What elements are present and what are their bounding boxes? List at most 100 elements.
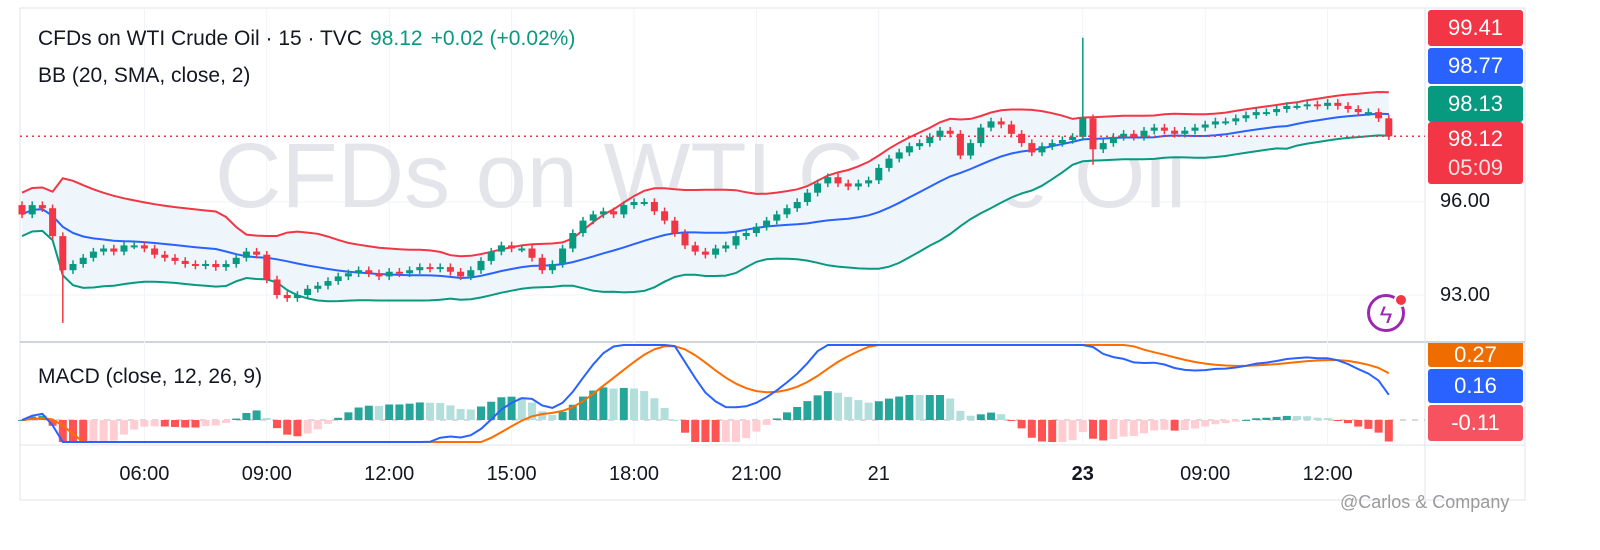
candle: [457, 268, 465, 281]
macd-histogram-bar: [324, 420, 332, 424]
candle: [304, 285, 312, 299]
macd-histogram-bar: [58, 420, 67, 442]
candle: [1130, 130, 1138, 141]
macd-histogram-bar: [579, 396, 587, 420]
candle: [477, 257, 485, 274]
candle-body: [69, 264, 77, 271]
candle: [344, 269, 352, 281]
candle: [620, 201, 628, 219]
macd-histogram-bar: [344, 412, 353, 420]
candle-body: [854, 183, 862, 187]
macd-histogram-bar: [1384, 420, 1393, 442]
candle: [1150, 123, 1158, 135]
macd-histogram-bar: [772, 418, 781, 420]
macd-histogram-bar: [426, 402, 434, 420]
candle-body: [518, 248, 526, 251]
macd-histogram-bar: [1272, 416, 1281, 420]
candle: [722, 241, 730, 253]
candle-body: [18, 205, 26, 215]
candle-body: [763, 220, 771, 227]
macd-histogram-bar: [1354, 420, 1363, 427]
candle: [1120, 130, 1128, 141]
bb-upper-tag: 99.41: [1428, 10, 1523, 46]
candle-body: [814, 183, 822, 193]
candle: [487, 247, 495, 265]
candle-body: [89, 251, 97, 258]
macd-histogram-bar: [1211, 420, 1220, 425]
candle: [273, 275, 281, 299]
candle-body: [569, 233, 577, 249]
candle: [1283, 102, 1291, 113]
candle-body: [977, 127, 985, 144]
last-price: 98.12: [370, 27, 423, 50]
candle-body: [161, 254, 169, 258]
candle-body: [538, 257, 546, 271]
candle-body: [1222, 121, 1230, 124]
candle: [569, 229, 577, 253]
candle: [559, 244, 567, 268]
macd-histogram-bar: [1364, 420, 1373, 429]
candle: [436, 263, 444, 273]
macd-histogram-bar: [273, 420, 281, 429]
bb-basis-tag: 98.77: [1428, 48, 1523, 84]
bb-lower-line: [21, 134, 1389, 303]
candle-body: [1273, 109, 1281, 113]
candle: [1222, 117, 1230, 126]
candle-body: [487, 251, 495, 261]
candle: [120, 241, 128, 256]
candle-body: [844, 183, 852, 187]
candle-body: [620, 205, 628, 215]
macd-histogram-bar: [1262, 417, 1271, 420]
candle: [773, 210, 781, 225]
candle: [916, 139, 924, 150]
candle: [1018, 130, 1026, 147]
candle-body: [140, 245, 148, 249]
candle: [1303, 100, 1311, 110]
x-tick-label: 21:00: [731, 463, 781, 485]
candle-body: [640, 202, 648, 204]
candle: [671, 216, 679, 237]
candle-body: [1069, 136, 1077, 140]
macd-histogram-bar: [1282, 415, 1291, 420]
candle-body: [630, 202, 638, 206]
candle-body: [1089, 118, 1097, 150]
candle-body: [334, 276, 342, 282]
bb-legend[interactable]: BB (20, SMA, close, 2): [38, 64, 251, 87]
bolt-icon[interactable]: ϟ: [1367, 293, 1408, 332]
candle-body: [497, 245, 505, 252]
candle: [803, 188, 811, 206]
candle-body: [916, 143, 924, 147]
candle: [1007, 120, 1015, 138]
candle: [691, 241, 699, 256]
macd-histogram-bar: [905, 394, 914, 420]
candle: [212, 260, 220, 271]
candle: [661, 207, 669, 225]
macd-histogram-bar: [160, 420, 169, 427]
symbol-legend: CFDs on WTI Crude Oil · 15 · TVC 98.12 +0.…: [38, 27, 575, 51]
candle-body: [691, 245, 699, 252]
candle-body: [1018, 133, 1026, 144]
macd-legend[interactable]: MACD (close, 12, 26, 9): [38, 365, 263, 388]
candle-body: [1160, 127, 1168, 131]
candle: [548, 260, 556, 274]
x-tick-label: 09:00: [1180, 463, 1230, 485]
candle: [151, 244, 159, 259]
candle-body: [589, 214, 597, 221]
candle: [732, 232, 740, 250]
candle-body: [1191, 127, 1199, 131]
macd-histogram-bar: [793, 406, 802, 420]
macd-histogram-bar: [619, 387, 628, 420]
macd-histogram-bar: [1007, 420, 1016, 421]
macd-histogram-bar: [1344, 420, 1352, 424]
candle: [406, 266, 414, 278]
candle: [283, 291, 291, 302]
last-price-tag: 98.12 05:09: [1428, 122, 1523, 184]
macd-histogram-bar: [742, 420, 751, 439]
candle: [681, 229, 689, 250]
candle-body: [304, 288, 312, 295]
macd-histogram-bar: [538, 411, 547, 420]
macd-histogram-bar: [925, 395, 934, 420]
candle: [467, 266, 475, 281]
candle: [171, 254, 179, 265]
